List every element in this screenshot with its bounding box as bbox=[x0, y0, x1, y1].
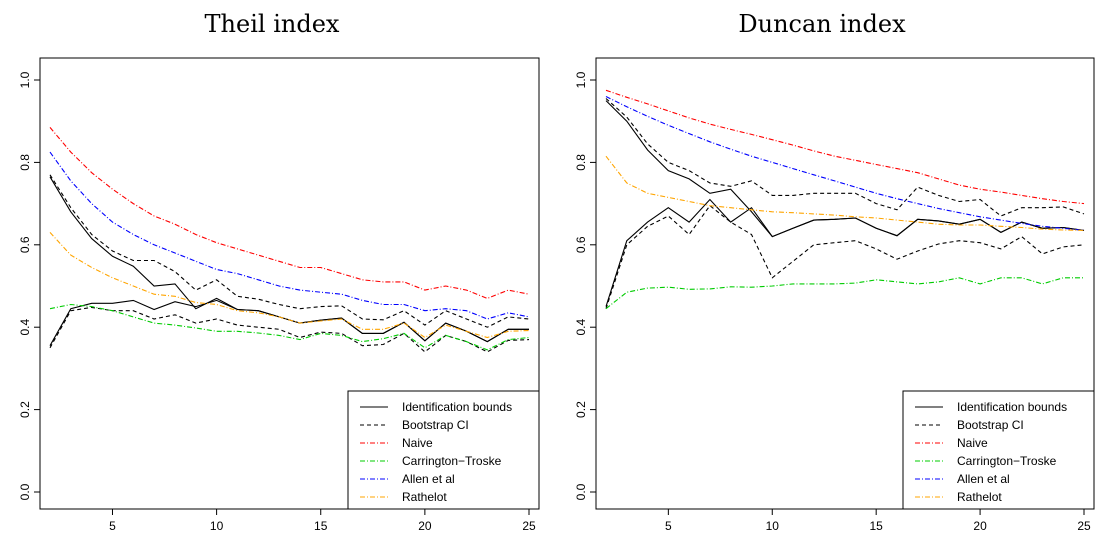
x-tick-label: 15 bbox=[314, 519, 328, 533]
y-tick-label: 0.8 bbox=[18, 154, 32, 171]
legend-box bbox=[347, 390, 540, 510]
series-line-allen-et-al bbox=[49, 151, 530, 320]
y-tick-label: 0.0 bbox=[18, 483, 32, 500]
y-tick-label: 0.0 bbox=[574, 483, 588, 500]
y-tick-label: 0.4 bbox=[574, 319, 588, 336]
y-tick-label: 0.2 bbox=[574, 401, 588, 418]
x-tick-label: 10 bbox=[766, 519, 780, 533]
legend-label: Identification bounds bbox=[957, 400, 1067, 414]
legend-label: Naive bbox=[957, 436, 988, 450]
legend-label: Bootstrap CI bbox=[957, 418, 1024, 432]
legend-label: Bootstrap CI bbox=[402, 418, 469, 432]
plot-frame bbox=[595, 57, 1095, 510]
x-tick-label: 10 bbox=[210, 519, 224, 533]
plot-frame bbox=[39, 57, 540, 510]
x-tick-label: 25 bbox=[1077, 519, 1091, 533]
legend-box bbox=[902, 390, 1095, 510]
legend-label: Rathelot bbox=[957, 490, 1002, 504]
legend-label: Carrington−Troske bbox=[957, 454, 1057, 468]
series-line-identification-bounds bbox=[49, 176, 529, 343]
series-line-carrington-troske bbox=[605, 277, 1084, 310]
x-tick-label: 5 bbox=[665, 519, 672, 533]
chart-title: Theil index bbox=[205, 10, 340, 38]
legend-label: Rathelot bbox=[402, 490, 447, 504]
series-line-naive bbox=[605, 89, 1085, 205]
legend-label: Identification bounds bbox=[402, 400, 512, 414]
series-line-naive bbox=[49, 127, 530, 299]
y-tick-label: 1.0 bbox=[574, 71, 588, 88]
series-line-rathelot bbox=[49, 232, 530, 339]
y-tick-label: 0.8 bbox=[574, 154, 588, 171]
x-tick-label: 5 bbox=[109, 519, 116, 533]
series-line-identification-bounds bbox=[605, 198, 1085, 307]
chart-title: Duncan index bbox=[738, 10, 906, 38]
y-tick-label: 0.6 bbox=[18, 236, 32, 253]
series-line-identification-bounds bbox=[605, 100, 1085, 238]
x-tick-label: 20 bbox=[418, 519, 432, 533]
theil-index-panel: Theil index 5 10 15 20 25 0.0 0.2 0.4 0.6 0.8 1.0 I… bbox=[18, 10, 540, 533]
series-line-bootstrap-ci bbox=[49, 306, 530, 353]
y-tick-label: 1.0 bbox=[18, 71, 32, 88]
y-tick-label: 0.4 bbox=[18, 319, 32, 336]
x-tick-label: 20 bbox=[973, 519, 987, 533]
series-line-bootstrap-ci bbox=[605, 98, 1085, 217]
x-tick-label: 15 bbox=[869, 519, 883, 533]
legend: Identification bounds Bootstrap CI Naive Ca… bbox=[902, 390, 1095, 510]
legend-label: Naive bbox=[402, 436, 433, 450]
duncan-index-panel: Duncan index 5 10 15 20 25 0.0 0.2 0.4 0.6 0.8 1.0… bbox=[574, 10, 1095, 533]
legend: Identification bounds Bootstrap CI Naive Ca… bbox=[347, 390, 540, 510]
series-line-allen-et-al bbox=[605, 96, 1085, 231]
series-line-bootstrap-ci bbox=[49, 174, 530, 328]
x-tick-label: 25 bbox=[522, 519, 536, 533]
y-tick-label: 0.6 bbox=[574, 236, 588, 253]
series-line-carrington-troske bbox=[49, 303, 530, 351]
legend-label: Allen et al bbox=[957, 472, 1010, 486]
series-line-bootstrap-ci bbox=[605, 204, 1085, 309]
legend-label: Allen et al bbox=[402, 472, 455, 486]
legend-label: Carrington−Troske bbox=[402, 454, 502, 468]
y-tick-label: 0.2 bbox=[18, 401, 32, 418]
